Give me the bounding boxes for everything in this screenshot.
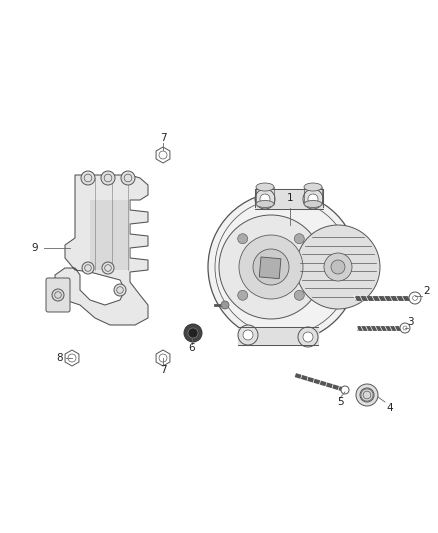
Text: 1: 1 bbox=[287, 193, 293, 203]
Ellipse shape bbox=[256, 183, 274, 191]
Circle shape bbox=[219, 215, 323, 319]
Circle shape bbox=[341, 386, 349, 394]
Circle shape bbox=[400, 323, 410, 333]
FancyBboxPatch shape bbox=[46, 278, 70, 312]
Polygon shape bbox=[90, 200, 130, 270]
Circle shape bbox=[294, 290, 304, 300]
Circle shape bbox=[208, 192, 358, 342]
Circle shape bbox=[253, 249, 289, 285]
Circle shape bbox=[121, 171, 135, 185]
Circle shape bbox=[409, 292, 421, 304]
Text: 7: 7 bbox=[160, 133, 166, 143]
Circle shape bbox=[331, 260, 345, 274]
Circle shape bbox=[221, 301, 229, 309]
Circle shape bbox=[296, 225, 380, 309]
Circle shape bbox=[298, 327, 318, 347]
Circle shape bbox=[184, 324, 202, 342]
Circle shape bbox=[308, 194, 318, 204]
Text: 5: 5 bbox=[337, 397, 343, 407]
Circle shape bbox=[238, 233, 248, 244]
Circle shape bbox=[356, 384, 378, 406]
Circle shape bbox=[255, 189, 275, 209]
Text: 3: 3 bbox=[407, 317, 413, 327]
Ellipse shape bbox=[304, 183, 322, 191]
Circle shape bbox=[101, 171, 115, 185]
Circle shape bbox=[114, 284, 126, 296]
Text: 6: 6 bbox=[189, 343, 195, 353]
Text: 8: 8 bbox=[57, 353, 64, 363]
Circle shape bbox=[243, 330, 253, 340]
Text: 4: 4 bbox=[387, 403, 393, 413]
Circle shape bbox=[82, 262, 94, 274]
Circle shape bbox=[303, 332, 313, 342]
Circle shape bbox=[238, 325, 258, 345]
Ellipse shape bbox=[304, 200, 322, 207]
Polygon shape bbox=[238, 327, 318, 345]
Ellipse shape bbox=[256, 200, 274, 207]
Text: 9: 9 bbox=[32, 243, 38, 253]
Circle shape bbox=[324, 253, 352, 281]
Circle shape bbox=[238, 290, 248, 300]
Circle shape bbox=[294, 233, 304, 244]
Circle shape bbox=[52, 289, 64, 301]
Circle shape bbox=[360, 388, 374, 402]
Circle shape bbox=[260, 194, 270, 204]
Circle shape bbox=[239, 235, 303, 299]
Circle shape bbox=[102, 262, 114, 274]
Polygon shape bbox=[55, 175, 148, 325]
Circle shape bbox=[188, 328, 198, 338]
Bar bbox=[259, 257, 281, 279]
Text: 7: 7 bbox=[160, 365, 166, 375]
Circle shape bbox=[303, 189, 323, 209]
Circle shape bbox=[81, 171, 95, 185]
Text: 2: 2 bbox=[424, 286, 430, 296]
